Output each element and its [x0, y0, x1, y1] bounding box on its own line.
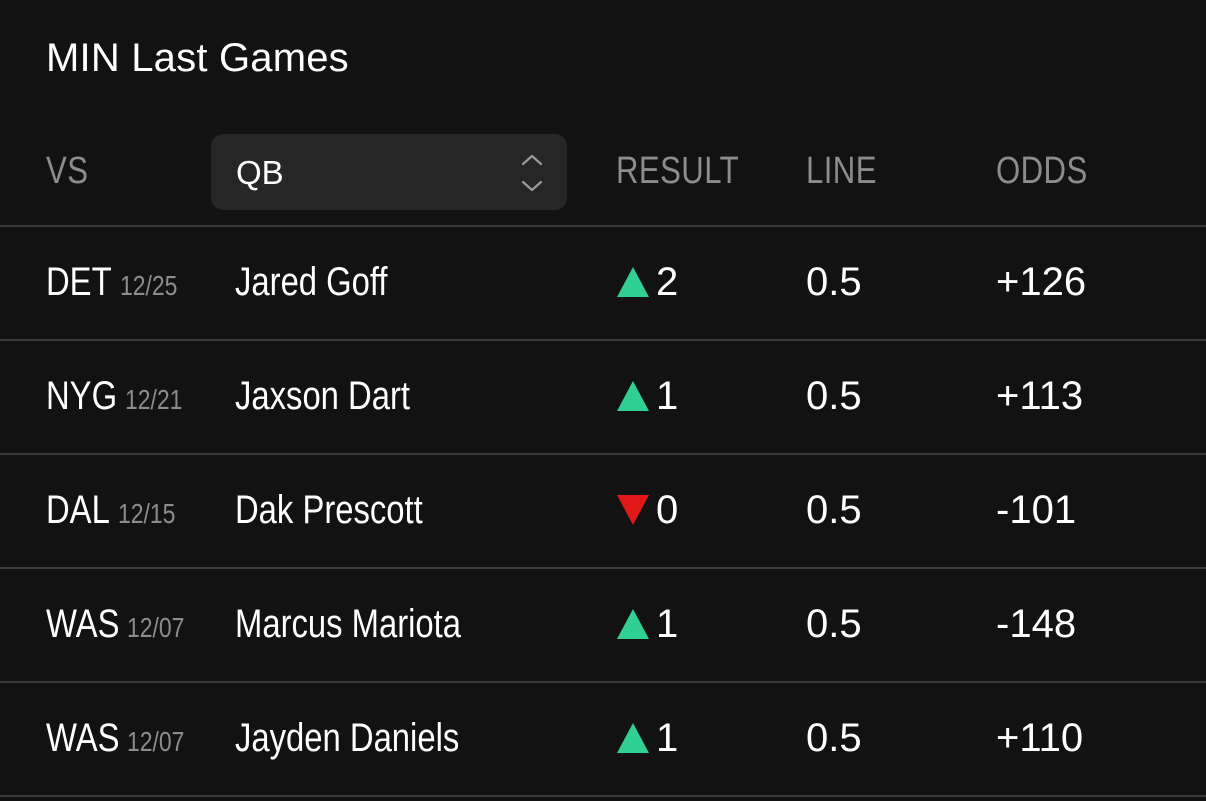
odds-value: +126: [996, 259, 1087, 304]
chevron-up-down-icon: [521, 154, 543, 192]
odds-value: -101: [996, 487, 1077, 532]
qb-position-select[interactable]: QB: [211, 134, 567, 210]
opponent-team: DAL: [46, 487, 110, 532]
page-title: MIN Last Games: [46, 36, 349, 80]
table-row[interactable]: DET 12/25 Jared Goff 2 0.5 +126: [0, 226, 1206, 338]
triangle-up-icon: [617, 267, 649, 297]
triangle-down-icon: [617, 495, 649, 525]
table-header: VS QB RESULT LINE ODDS: [0, 128, 1206, 224]
column-header-line: LINE: [806, 150, 877, 192]
result-value: 2: [656, 259, 679, 304]
odds-cell: +110: [996, 682, 1083, 794]
result-value: 1: [656, 715, 679, 760]
game-date: 12/25: [119, 269, 178, 301]
table-row[interactable]: DAL 12/15 Dak Prescott 0 0.5 -101: [0, 454, 1206, 566]
result-cell: 1: [616, 682, 678, 794]
qb-name: Dak Prescott: [235, 487, 423, 532]
odds-cell: +126: [996, 226, 1086, 338]
odds-value: +113: [996, 373, 1084, 418]
odds-cell: -148: [996, 568, 1076, 680]
qb-cell: Jaxson Dart: [235, 340, 448, 452]
divider: [0, 453, 1206, 455]
result-value: 1: [656, 373, 679, 418]
opponent-team: DET: [46, 259, 112, 304]
table-row[interactable]: WAS 12/07 Jayden Daniels 1 0.5 +110: [0, 682, 1206, 794]
line-value: 0.5: [806, 715, 862, 760]
table-row[interactable]: WAS 12/07 Marcus Mariota 1 0.5 -148: [0, 568, 1206, 680]
game-date: 12/15: [117, 497, 176, 529]
result-value: 1: [656, 601, 679, 646]
qb-cell: Marcus Mariota: [235, 568, 511, 680]
result-cell: 1: [616, 568, 678, 680]
line-value: 0.5: [806, 487, 862, 532]
triangle-up-icon: [617, 609, 649, 639]
result-cell: 2: [616, 226, 678, 338]
qb-cell: Jared Goff: [235, 226, 421, 338]
line-cell: 0.5: [806, 568, 862, 680]
triangle-up-icon: [617, 723, 649, 753]
qb-select-label: QB: [236, 154, 284, 191]
column-header-odds: ODDS: [996, 150, 1088, 192]
vs-cell: DET 12/25: [46, 226, 190, 338]
divider: [0, 795, 1206, 797]
qb-cell: Dak Prescott: [235, 454, 464, 566]
line-cell: 0.5: [806, 340, 862, 452]
divider: [0, 339, 1206, 341]
odds-cell: +113: [996, 340, 1083, 452]
line-cell: 0.5: [806, 226, 862, 338]
result-value: 0: [656, 487, 679, 532]
odds-value: -148: [996, 601, 1077, 646]
odds-value: +110: [996, 715, 1084, 760]
qb-name: Jared Goff: [235, 259, 388, 304]
line-value: 0.5: [806, 601, 862, 646]
line-value: 0.5: [806, 259, 862, 304]
qb-name: Jayden Daniels: [235, 715, 460, 760]
game-date: 12/07: [127, 725, 185, 757]
game-date: 12/21: [124, 383, 183, 415]
divider: [0, 681, 1206, 683]
table-row[interactable]: NYG 12/21 Jaxson Dart 1 0.5 +113: [0, 340, 1206, 452]
result-cell: 0: [616, 454, 678, 566]
vs-cell: WAS 12/07: [46, 682, 197, 794]
line-cell: 0.5: [806, 454, 862, 566]
line-value: 0.5: [806, 373, 862, 418]
vs-cell: DAL 12/15: [46, 454, 188, 566]
opponent-team: NYG: [46, 373, 118, 418]
opponent-team: WAS: [46, 715, 120, 760]
column-header-vs: VS: [46, 150, 89, 192]
odds-cell: -101: [996, 454, 1076, 566]
qb-name: Jaxson Dart: [235, 373, 411, 418]
vs-cell: NYG 12/21: [46, 340, 195, 452]
result-cell: 1: [616, 340, 678, 452]
game-date: 12/07: [127, 611, 185, 643]
qb-name: Marcus Mariota: [235, 601, 462, 646]
vs-cell: WAS 12/07: [46, 568, 197, 680]
line-cell: 0.5: [806, 682, 862, 794]
triangle-up-icon: [617, 381, 649, 411]
divider: [0, 567, 1206, 569]
qb-cell: Jayden Daniels: [235, 682, 509, 794]
column-header-result: RESULT: [616, 150, 740, 192]
opponent-team: WAS: [46, 601, 120, 646]
divider: [0, 225, 1206, 227]
